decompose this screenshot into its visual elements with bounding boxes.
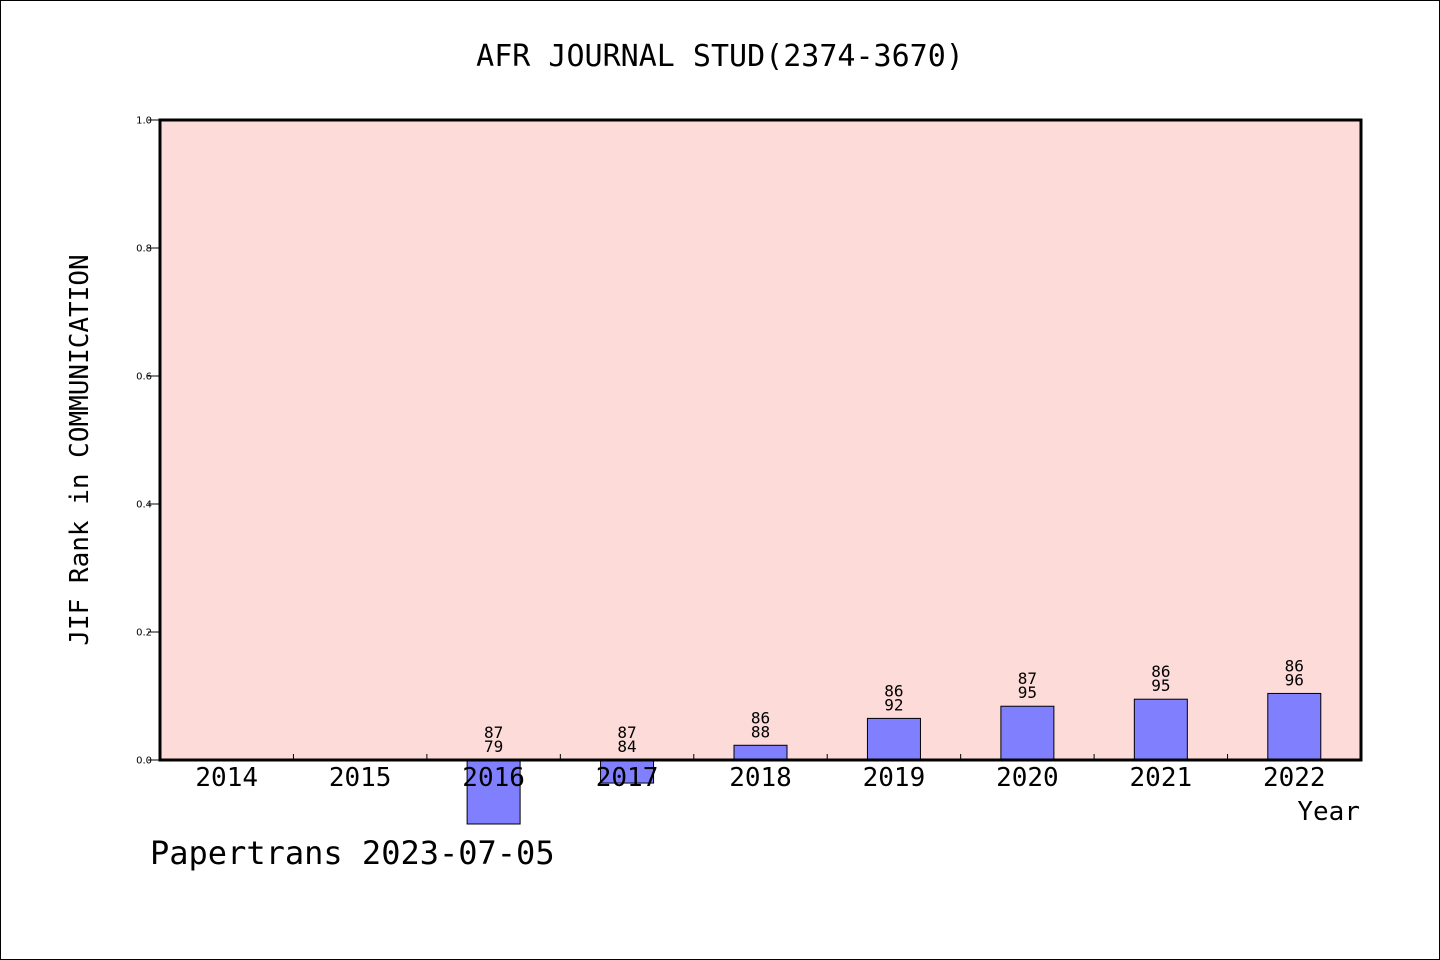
bar-label-bottom-2017: 84: [617, 737, 636, 756]
chart-title: AFR JOURNAL STUD(2374-3670): [476, 39, 964, 74]
plot-area: [160, 120, 1361, 760]
bar-label-bottom-2018: 88: [751, 722, 770, 741]
x-tick-label-2015: 2015: [329, 763, 392, 793]
x-tick-label-2021: 2021: [1130, 763, 1193, 793]
x-tick-label-2018: 2018: [729, 763, 792, 793]
bar-2020: [1000, 705, 1055, 761]
bar-label-top-2018: 86: [751, 708, 770, 727]
bar-label-top-2019: 86: [884, 681, 903, 700]
plot-border: [158, 118, 1363, 762]
bar-label-bottom-2019: 92: [884, 695, 903, 714]
bar-2018: [733, 744, 788, 761]
bar-2019: [866, 717, 921, 761]
y-axis-label: JIF Rank in COMMUNICATION: [65, 254, 95, 645]
x-axis-label: Year: [1297, 797, 1360, 827]
bar-label-top-2022: 86: [1285, 656, 1304, 675]
y-tick-label: 0.0: [136, 756, 152, 767]
bar-label-top-2020: 87: [1018, 669, 1037, 688]
x-tick-label-2014: 2014: [195, 763, 258, 793]
x-tick-label-2017: 2017: [596, 763, 659, 793]
bar-2021: [1133, 698, 1188, 761]
x-tick-label-2019: 2019: [863, 763, 926, 793]
bar-label-bottom-2020: 95: [1018, 683, 1037, 702]
bar-label-bottom-2016: 79: [484, 737, 503, 756]
x-tick-label-2016: 2016: [462, 763, 525, 793]
y-tick-label: 0.8: [136, 244, 152, 255]
bar-label-top-2017: 87: [617, 723, 636, 742]
bar-label-bottom-2022: 96: [1285, 670, 1304, 689]
bar-label-top-2016: 87: [484, 723, 503, 742]
footer-credit: Papertrans 2023-07-05: [150, 834, 555, 872]
x-tick-label-2022: 2022: [1263, 763, 1326, 793]
x-tick-label-2020: 2020: [996, 763, 1059, 793]
y-tick-label: 0.6: [136, 372, 152, 383]
bar-label-top-2021: 86: [1151, 662, 1170, 681]
bar-2022: [1267, 692, 1322, 761]
bar-label-bottom-2021: 95: [1151, 676, 1170, 695]
y-tick-label: 1.0: [136, 116, 152, 127]
bar-2016: [466, 759, 521, 825]
y-tick-label: 0.4: [136, 500, 152, 511]
y-tick-label: 0.2: [136, 628, 152, 639]
